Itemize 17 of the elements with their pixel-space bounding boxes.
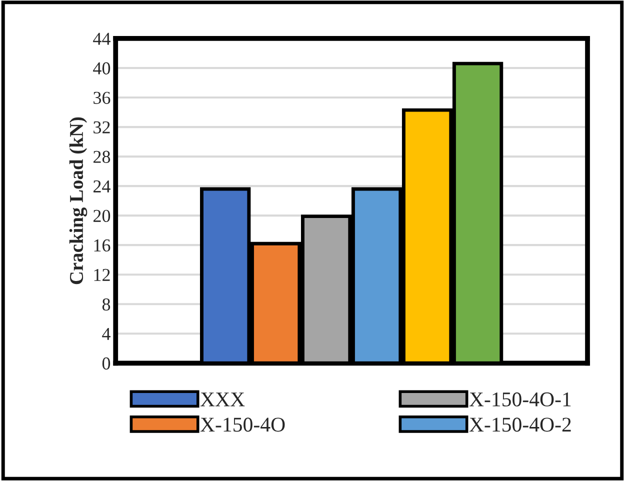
y-tick-label: 36 [94,92,110,104]
y-tick-label: 8 [102,298,110,311]
y-tick-label: 40 [93,62,110,74]
y-tick-label: 0 [102,357,110,370]
y-axis-title: Cracking Load (kN) [69,117,88,284]
legend-label: XXX [200,392,245,406]
legend-label: X-150-4O [200,418,285,432]
y-tick-label: 44 [93,32,110,45]
y-tick-label: 16 [94,239,110,252]
y-tick-label: 24 [94,180,110,192]
y-tick-label: 12 [94,268,110,281]
legend-label: X-150-4O-2 [469,418,571,432]
y-tick-label: 4 [102,328,110,340]
y-tick-label: 28 [94,150,110,163]
y-tick-label: 20 [94,210,110,222]
y-tick-label: 32 [94,121,110,134]
legend-label: X-150-4O-1 [469,392,571,406]
